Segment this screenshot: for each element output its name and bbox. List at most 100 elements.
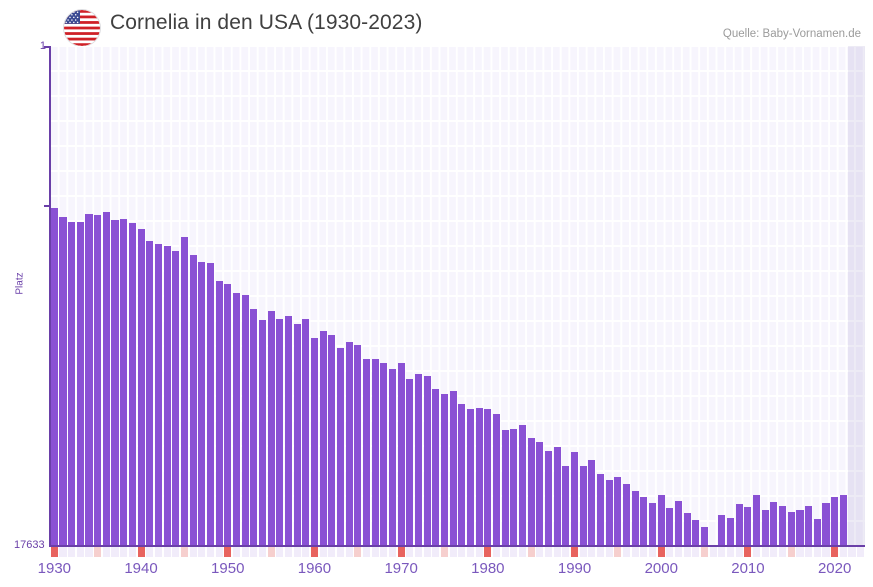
bar [770,501,778,546]
bar [623,484,631,546]
x-axis-tick [154,547,162,557]
x-axis-tick [527,547,535,557]
bar [206,262,214,546]
x-axis-tick [640,547,648,557]
bar [146,240,154,546]
y-axis-label-top: 1 [39,40,46,52]
bar [293,324,301,546]
bar [701,526,709,546]
x-axis-tick [180,547,188,557]
bar [137,229,145,546]
page-title: Cornelia in den USA (1930-2023) [110,11,423,34]
no-data-shaded-region [847,46,865,546]
x-axis-tick [310,547,318,557]
x-axis-tick [666,547,674,557]
x-axis-label-2010: 2010 [731,560,765,577]
bar [128,223,136,546]
bar [406,378,414,546]
bar [718,515,726,546]
bar [380,363,388,546]
x-axis-tick [258,547,266,557]
bar [172,250,180,546]
x-axis-tick [571,547,579,557]
y-axis-tick-top [44,46,50,48]
x-axis-tick [380,547,388,557]
x-axis-tick [675,547,683,557]
x-axis-tick [128,547,136,557]
bar [440,393,449,546]
x-axis-tick [510,547,518,557]
bar [198,261,206,546]
x-axis-label-2000: 2000 [644,560,678,577]
x-axis-tick [111,547,119,557]
bar [458,404,466,546]
bar [414,374,422,546]
x-axis-line [49,545,865,547]
bar [180,237,188,546]
x-axis-tick [388,547,396,557]
x-axis-tick [206,547,214,557]
x-axis-tick [267,547,275,557]
bar [224,283,232,546]
bar [796,509,804,546]
bar [59,216,67,546]
bar [831,496,839,546]
x-axis-tick [466,547,475,557]
x-axis-tick [319,547,327,557]
x-axis-tick [562,547,570,557]
bar [787,512,795,546]
x-axis-tick [354,547,362,557]
bar [163,245,171,546]
x-axis-tick [657,547,665,557]
x-axis-tick [102,547,110,557]
bar [302,319,310,546]
x-axis-tick [796,547,804,557]
x-axis-tick [597,547,605,557]
bar [276,319,284,546]
x-axis-tick [345,547,353,557]
bar [475,407,483,546]
bar [753,494,761,546]
usa-flag-icon [64,10,100,46]
x-axis-tick [839,547,847,557]
bar [727,517,735,546]
x-axis-tick [727,547,735,557]
x-axis-tick [813,547,821,557]
bar [805,506,813,546]
bar [241,295,249,546]
bar [683,513,691,546]
x-axis-tick [683,547,691,557]
x-axis-tick [241,547,249,557]
bar [640,496,648,546]
x-axis-label-1990: 1990 [557,560,592,577]
bar [692,520,700,546]
x-axis-tick [68,547,76,557]
x-axis-tick [59,547,67,557]
x-axis-tick [484,547,492,557]
x-axis-label-1970: 1970 [384,560,418,577]
x-axis-tick [76,547,84,557]
x-axis-tick [848,547,856,557]
x-axis-tick [198,547,206,557]
x-axis-tick [50,547,58,557]
x-axis-tick [423,547,431,557]
x-axis-tick [805,547,813,557]
x-axis-tick [761,547,769,557]
source-attribution: Quelle: Baby-Vornamen.de [722,28,861,40]
x-axis-tick [432,547,440,557]
x-axis-tick [414,547,422,557]
x-axis-tick [631,547,639,557]
x-axis-label-1950: 1950 [211,560,245,577]
x-axis-tick [276,547,284,557]
bar [319,330,327,546]
bar [258,320,266,546]
x-axis-tick [362,547,370,557]
bar [50,207,58,546]
x-axis-tick [579,547,587,557]
x-axis-tick [709,547,717,557]
bar [588,460,596,546]
x-axis-tick [701,547,709,557]
x-axis-label-2020: 2020 [817,560,852,577]
x-axis-tick [120,547,128,557]
